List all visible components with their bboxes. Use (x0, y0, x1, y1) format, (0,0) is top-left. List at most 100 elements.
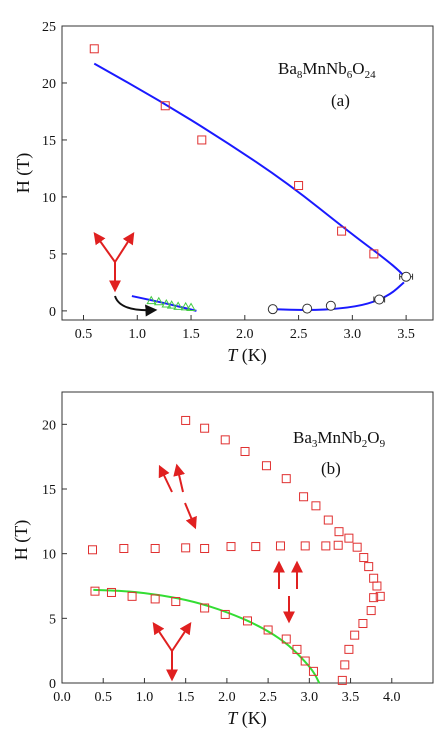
x-tick-label: 2.0 (236, 327, 254, 342)
spin-arrow-up-left-2 (152, 622, 173, 652)
spin-diagram-bottom (152, 622, 192, 682)
data-point-triangle (173, 301, 184, 310)
data-point-square (299, 492, 309, 502)
data-point-circle (401, 271, 412, 282)
data-point-square (375, 591, 385, 601)
data-point-square (281, 634, 291, 644)
y-tick-label: 5 (49, 248, 56, 263)
data-point-square (240, 446, 250, 456)
data-point-circle (267, 304, 278, 315)
x-tick-label: 2.5 (259, 690, 277, 705)
data-point-square (275, 541, 285, 551)
data-point-triangle (153, 296, 164, 306)
x-tick-label: 1.5 (182, 327, 200, 342)
data-point-square (200, 423, 210, 433)
y-tick-label: 5 (49, 612, 56, 627)
data-point-square (344, 533, 354, 543)
data-point-square (220, 609, 230, 619)
data-point-square (366, 606, 376, 616)
y-tick-label: 0 (49, 677, 56, 692)
spin-diagram-top (158, 463, 197, 530)
y-tick-label: 20 (42, 77, 56, 92)
data-point-square (90, 586, 100, 596)
y-tick-label: 15 (42, 134, 56, 149)
data-point-square (300, 541, 310, 551)
x-tick-label: 1.0 (136, 690, 154, 705)
plot-frame-b (61, 391, 434, 684)
y-tick-label: 20 (42, 418, 56, 433)
x-tick-label: 0.5 (94, 690, 112, 705)
data-point-square (181, 415, 191, 425)
spin-diagram-right (273, 560, 303, 624)
panel-b: 0.0 0.5 1.0 1.5 2.0 2.5 3.0 3.5 4.0 0 5 10 15 20 Ba3M… (11, 391, 434, 729)
data-point-square (88, 545, 98, 555)
spin-diagram-a (93, 231, 135, 293)
data-point-square (200, 603, 210, 613)
data-point-square (292, 644, 302, 654)
x-tick-label: 3.0 (344, 327, 362, 342)
data-point-square (359, 553, 369, 563)
data-point-square (226, 542, 236, 552)
data-point-square (369, 593, 379, 603)
data-point-square (281, 474, 291, 484)
data-point-square (352, 542, 362, 552)
data-point-circle (374, 294, 385, 305)
spin-arrow-up-left (93, 232, 116, 263)
spin-arrow-b (173, 463, 186, 493)
x-tick-label: 1.5 (177, 690, 195, 705)
data-point-square (150, 594, 160, 604)
data-point-square (344, 644, 354, 654)
x-tick-label: 3.0 (301, 690, 319, 705)
fit-curve (93, 62, 407, 280)
x-tick-label: 3.5 (342, 690, 360, 705)
data-point-square (127, 591, 137, 601)
data-point-square (350, 630, 360, 640)
data-point-square (89, 44, 99, 54)
data-point-square (243, 616, 252, 626)
ylabel-b: H (T) (11, 520, 32, 560)
data-point-square (119, 543, 129, 553)
y-tick-label: 0 (49, 305, 56, 320)
data-point-square (263, 625, 273, 635)
data-point-square (337, 226, 347, 236)
data-point-square (300, 656, 310, 666)
data-point-square (261, 461, 271, 471)
spin-arrow-c (184, 502, 197, 530)
x-tick-label: 2.0 (218, 690, 236, 705)
fit-curves-a (93, 62, 407, 312)
x-tick-label: 2.5 (290, 327, 308, 342)
data-point-square (358, 619, 368, 629)
panel-label-a: (a) (331, 91, 350, 110)
data-point-triangle (186, 302, 196, 311)
ylabel-a: H (T) (13, 153, 34, 193)
data-point-square (308, 666, 318, 676)
data-point-square (200, 543, 210, 553)
plot-frame-a (61, 25, 434, 321)
y-tick-label: 10 (42, 548, 56, 563)
spin-arrow-up-right-2 (171, 622, 192, 652)
data-point-square (372, 581, 382, 591)
y-tick-label: 25 (42, 20, 56, 35)
x-tick-label: 0.5 (75, 327, 93, 342)
y-tick-label: 10 (42, 191, 56, 206)
data-point-square (337, 675, 347, 685)
fit-curve (271, 281, 405, 311)
xlabel-b: T (K) (227, 708, 267, 729)
data-point-square (150, 543, 160, 553)
x-tick-label: 1.0 (129, 327, 147, 342)
compound-label-a: Ba8MnNb6O24 (278, 59, 376, 81)
xlabel-a: T (K) (227, 345, 267, 366)
data-points-a (89, 44, 414, 315)
data-point-square (106, 587, 116, 597)
x-tick-label: 3.5 (397, 327, 415, 342)
curved-arrow (114, 295, 158, 317)
data-point-square (334, 527, 344, 537)
spin-arrow-up-right (114, 231, 135, 263)
data-point-square (171, 597, 181, 607)
data-point-square (369, 249, 379, 259)
ticks-a: 0.5 1.0 1.5 2.0 2.5 3.0 3.5 0 5 10 15 20 25 (42, 20, 415, 342)
x-tick-label: 0.0 (53, 690, 71, 705)
data-point-square (197, 135, 207, 145)
data-point-triangle (161, 299, 172, 308)
data-point-square (364, 562, 374, 572)
